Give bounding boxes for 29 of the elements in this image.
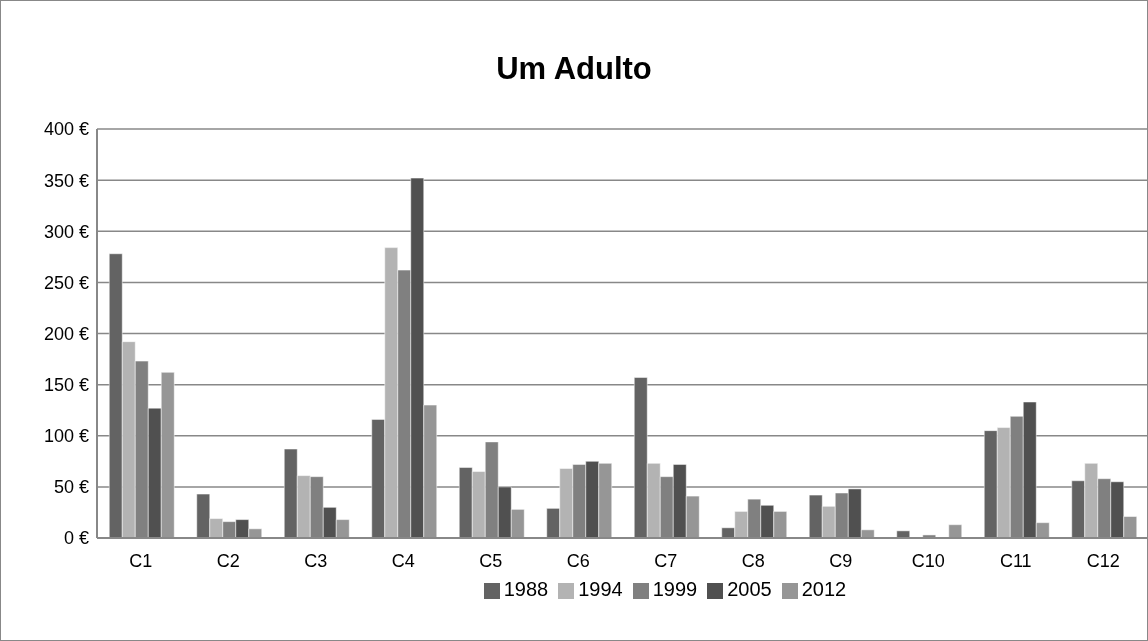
legend-label: 1988 (503, 578, 549, 600)
x-tick-label: C4 (391, 550, 415, 571)
x-tick-label: C1 (129, 550, 153, 571)
x-tick-label: C11 (999, 550, 1032, 571)
x-tick-label: C8 (741, 550, 765, 571)
y-tick-label: 350 € (43, 170, 89, 191)
y-tick-label: 250 € (43, 272, 89, 293)
legend-label: 1999 (652, 578, 698, 600)
x-tick-label: C9 (829, 550, 853, 571)
bar (896, 530, 910, 538)
x-tick-label: C2 (216, 550, 240, 571)
y-tick-label: 50 € (53, 477, 89, 498)
y-tick-label: 100 € (43, 426, 89, 447)
chart-title: Um Adulto (495, 51, 653, 87)
x-tick-label: C6 (566, 550, 590, 571)
y-tick-label: 150 € (43, 375, 89, 396)
x-tick-label: C7 (654, 550, 678, 571)
x-tick-label: C5 (479, 550, 503, 571)
x-tick-label: C10 (911, 550, 945, 571)
x-tick-label: C3 (304, 550, 328, 571)
y-tick-label: 0 € (63, 528, 89, 549)
x-tick-label: C12 (1086, 550, 1120, 571)
legend-label: 2005 (727, 578, 772, 600)
y-tick-label: 400 € (43, 119, 89, 140)
y-tick-label: 300 € (43, 221, 89, 242)
bar (948, 524, 962, 538)
y-tick-label: 200 € (43, 323, 89, 344)
legend-label: 1994 (578, 578, 623, 600)
legend-label: 2012 (801, 578, 847, 600)
